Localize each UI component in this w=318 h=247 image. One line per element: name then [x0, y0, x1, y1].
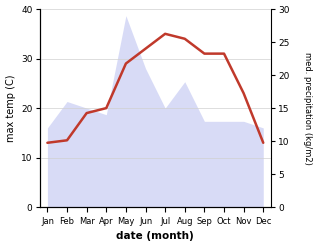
Y-axis label: max temp (C): max temp (C)	[5, 74, 16, 142]
Y-axis label: med. precipitation (kg/m2): med. precipitation (kg/m2)	[303, 52, 313, 165]
X-axis label: date (month): date (month)	[116, 231, 194, 242]
